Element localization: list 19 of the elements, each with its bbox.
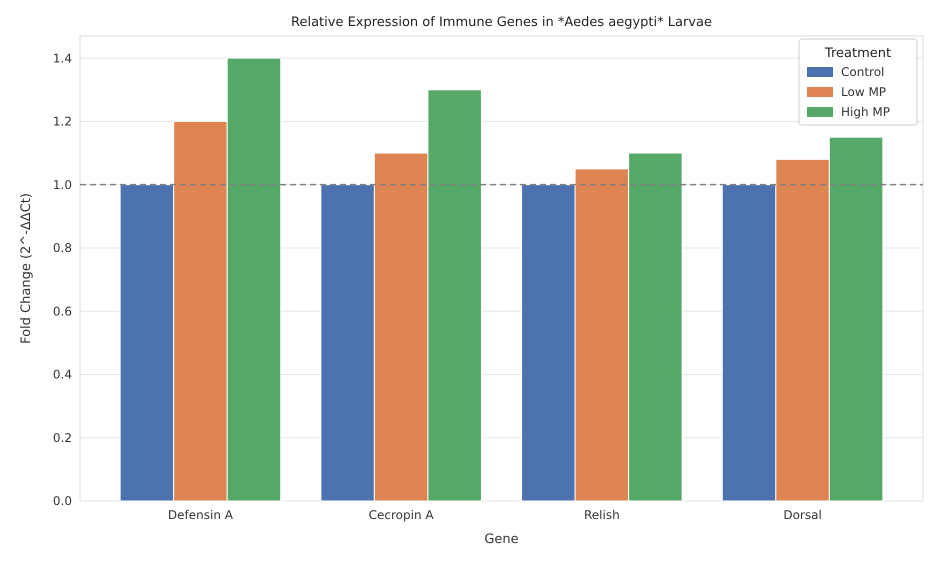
y-tick-label: 1.4 xyxy=(52,51,72,66)
y-tick-label: 1.2 xyxy=(52,114,72,129)
x-tick-label: Defensin A xyxy=(168,508,234,522)
x-axis-title: Gene xyxy=(484,532,519,547)
x-tick-label: Relish xyxy=(584,508,620,522)
y-tick-label: 0.8 xyxy=(52,241,72,256)
y-tick-label: 0.0 xyxy=(52,494,72,508)
x-tick-label: Cecropin A xyxy=(368,508,434,522)
y-tick-label: 0.4 xyxy=(52,368,72,382)
legend-label: Control xyxy=(841,65,884,79)
y-tick-label: 0.2 xyxy=(52,430,72,445)
legend-label: High MP xyxy=(841,105,890,119)
chart-title: Relative Expression of Immune Genes in *Aedes aegypti* Larvae xyxy=(291,15,712,30)
legend-title: Treatment xyxy=(824,46,892,61)
x-tick-label: Dorsal xyxy=(783,508,822,522)
y-axis-title: Fold Change (2^-ΔΔCt) xyxy=(19,193,34,344)
y-tick-label: 1.0 xyxy=(52,178,72,192)
legend-label: Low MP xyxy=(841,85,886,99)
y-tick-label: 0.6 xyxy=(52,304,72,318)
